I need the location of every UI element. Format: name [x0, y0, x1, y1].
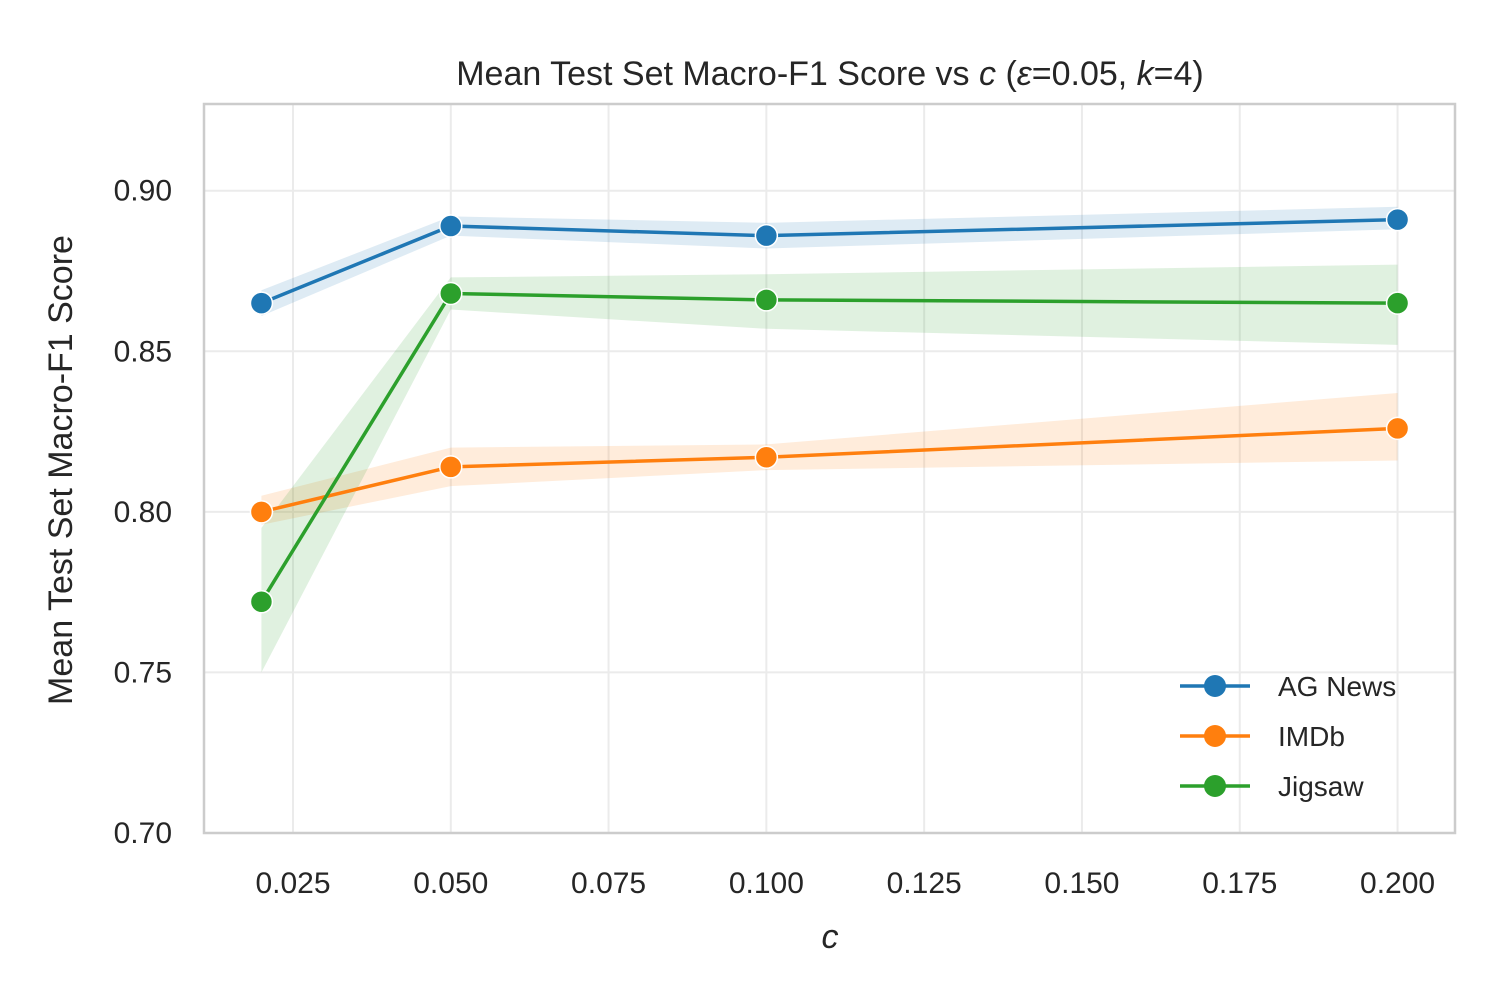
point-jigsaw: [1385, 291, 1410, 315]
legend-label-imdb: IMDb: [1278, 721, 1345, 752]
legend-marker-ag-news: [1204, 675, 1226, 697]
point-imdb: [439, 455, 463, 479]
y-tick-labels: 0.70 0.75 0.80 0.85 0.90: [114, 175, 172, 850]
chart-title-part: k: [1137, 55, 1156, 93]
point-ag-news: [249, 291, 274, 315]
x-tick-label: 0.125: [887, 867, 962, 900]
chart-title-part: Mean Test Set Macro-F1 Score vs: [456, 55, 979, 93]
plot-frame: [202, 102, 1457, 835]
y-tick-label: 0.80: [114, 496, 172, 529]
band-imdb: [261, 393, 1398, 525]
x-tick-labels: 0.025 0.050 0.075 0.100 0.125 0.150 0.175 0.200: [255, 867, 1435, 900]
legend-label-ag-news: AG News: [1278, 671, 1396, 702]
chart-title-part: (: [996, 55, 1017, 93]
chart-title-part: c: [979, 55, 996, 93]
chart-title: Mean Test Set Macro-F1 Score vs c (ε=0.0…: [456, 55, 1204, 93]
y-tick-label: 0.70: [114, 817, 172, 850]
series-lines: [259, 217, 1398, 603]
x-tick-label: 0.100: [729, 867, 804, 900]
point-ag-news: [1385, 207, 1410, 232]
series-markers: [249, 207, 1410, 614]
point-ag-news: [754, 223, 779, 248]
x-tick-label: 0.075: [571, 867, 646, 900]
chart-title-part: =4): [1154, 55, 1204, 93]
y-tick-label: 0.85: [114, 335, 172, 368]
point-jigsaw: [754, 288, 779, 312]
x-tick-label: 0.200: [1360, 867, 1435, 900]
legend-marker-imdb: [1204, 725, 1226, 747]
point-imdb: [249, 500, 274, 524]
point-imdb: [1385, 416, 1410, 441]
line-jigsaw: [259, 291, 1398, 603]
x-tick-label: 0.050: [413, 867, 488, 900]
line-imdb: [261, 426, 1398, 514]
chart-title-part: =0.05,: [1032, 55, 1137, 93]
x-tick-label: 0.025: [255, 867, 330, 900]
band-ag-news: [261, 206, 1398, 316]
legend: AG News IMDb Jigsaw: [1180, 671, 1396, 802]
x-tick-label: 0.175: [1202, 867, 1277, 900]
legend-label-jigsaw: Jigsaw: [1278, 771, 1364, 802]
point-ag-news: [439, 214, 463, 238]
point-jigsaw: [439, 281, 463, 306]
y-tick-label: 0.90: [114, 175, 172, 208]
point-imdb: [754, 445, 779, 470]
point-jigsaw: [249, 590, 274, 614]
x-tick-label: 0.150: [1044, 867, 1119, 900]
confidence-bands: [261, 206, 1398, 673]
line-ag-news: [260, 217, 1398, 305]
chart-title-part: ε: [1017, 55, 1033, 93]
legend-marker-jigsaw: [1204, 775, 1226, 797]
y-tick-label: 0.75: [114, 656, 172, 689]
y-axis-title: Mean Test Set Macro-F1 Score: [42, 235, 80, 705]
band-jigsaw: [261, 264, 1398, 673]
x-axis-title: c: [822, 918, 839, 956]
